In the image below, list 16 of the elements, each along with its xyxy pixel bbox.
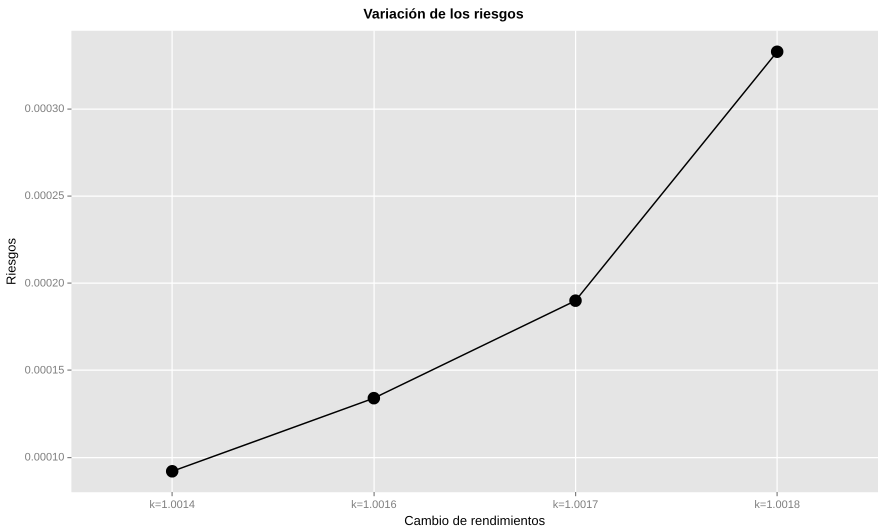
y-tick-label: 0.00020	[24, 277, 64, 290]
y-axis-title: Riesgos	[3, 238, 18, 285]
point	[166, 465, 178, 478]
x-tick-label: k=1.0017	[552, 498, 598, 511]
point	[569, 294, 582, 307]
x-tick-label: k=1.0018	[754, 498, 800, 511]
x-tick-label: k=1.0014	[149, 498, 195, 511]
y-tick-label: 0.00010	[24, 451, 64, 464]
y-tick-label: 0.00025	[24, 190, 64, 202]
y-tick-label: 0.00015	[24, 364, 64, 376]
y-tick-label: 0.00030	[24, 103, 64, 116]
point	[368, 392, 380, 404]
chart-title: Variación de los riesgos	[363, 5, 524, 22]
point	[770, 45, 784, 58]
x-axis-title: Cambio de rendimientos	[404, 512, 546, 528]
x-tick-label: k=1.0016	[351, 498, 397, 511]
